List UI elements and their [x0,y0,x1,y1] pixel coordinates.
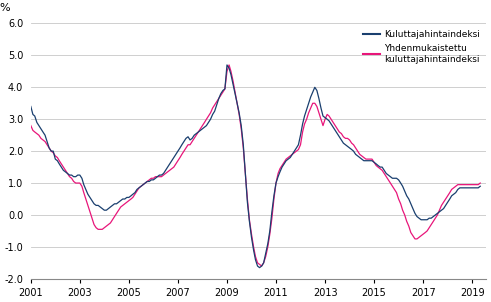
Legend: Kuluttajahintaindeksi, Yhdenmukaistettu
kuluttajahintaindeksi: Kuluttajahintaindeksi, Yhdenmukaistettu … [362,28,482,66]
Text: %: % [0,3,9,13]
